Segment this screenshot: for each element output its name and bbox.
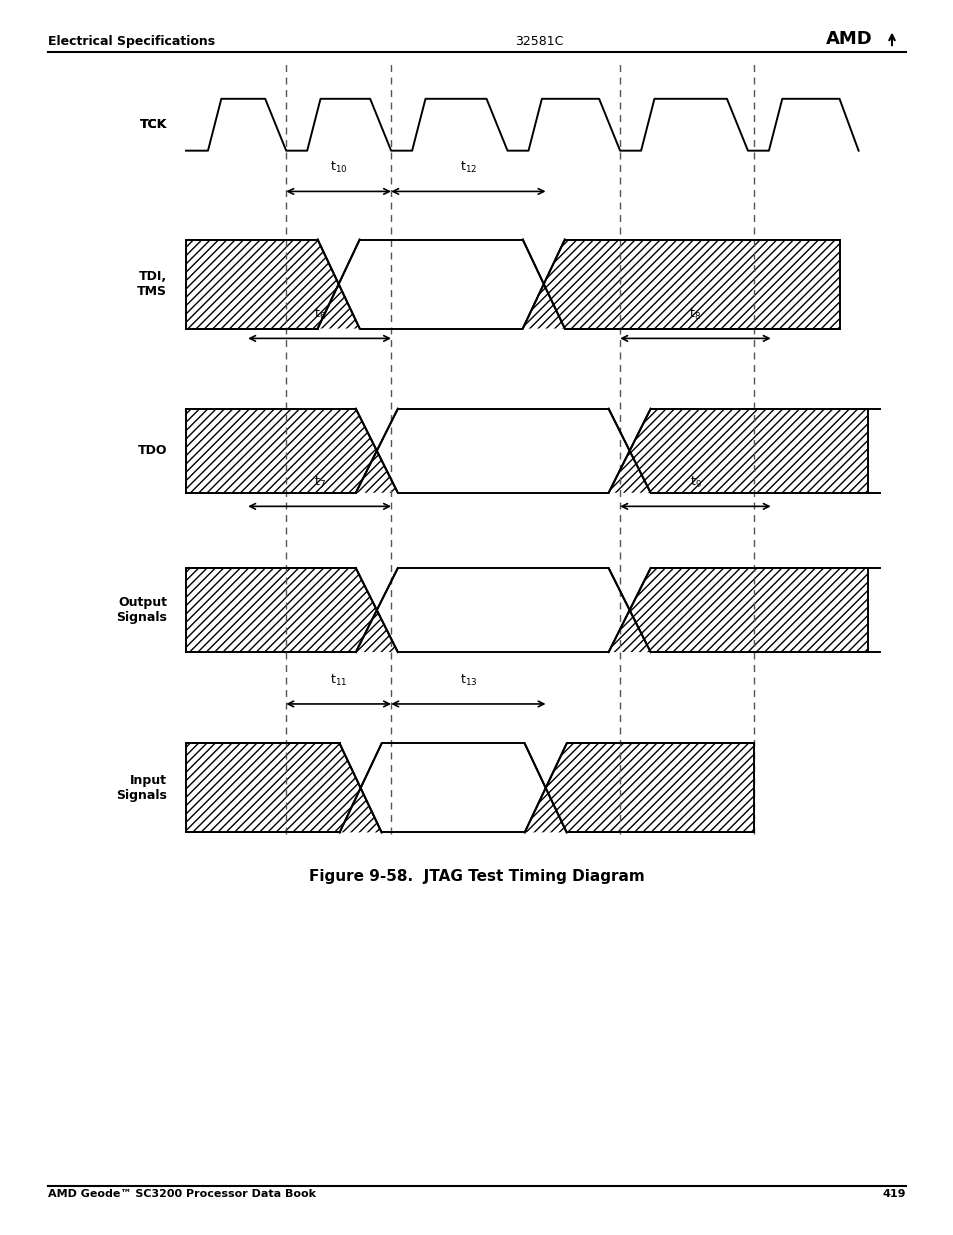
- Text: Input
Signals: Input Signals: [116, 774, 167, 802]
- Polygon shape: [608, 568, 867, 652]
- Text: t$_8$: t$_8$: [689, 308, 700, 322]
- Text: t$_7$: t$_7$: [314, 475, 325, 490]
- Text: TCK: TCK: [139, 119, 167, 131]
- Text: 419: 419: [882, 1189, 905, 1199]
- Text: AMD: AMD: [825, 30, 872, 48]
- Text: t$_9$: t$_9$: [689, 475, 700, 490]
- Polygon shape: [608, 409, 867, 493]
- Polygon shape: [522, 240, 839, 329]
- Polygon shape: [186, 240, 359, 329]
- Text: t$_{11}$: t$_{11}$: [330, 673, 347, 688]
- Text: TDI,
TMS: TDI, TMS: [137, 270, 167, 298]
- Polygon shape: [186, 568, 397, 652]
- Text: AMD Geode™ SC3200 Processor Data Book: AMD Geode™ SC3200 Processor Data Book: [48, 1189, 315, 1199]
- Text: Electrical Specifications: Electrical Specifications: [48, 35, 214, 48]
- Polygon shape: [186, 743, 381, 832]
- Polygon shape: [186, 409, 397, 493]
- Text: t$_6$: t$_6$: [314, 308, 325, 322]
- Text: TCK: TCK: [139, 119, 167, 131]
- Text: t$_{10}$: t$_{10}$: [330, 161, 347, 175]
- Polygon shape: [524, 743, 753, 832]
- Text: t$_{13}$: t$_{13}$: [459, 673, 476, 688]
- Text: 32581C: 32581C: [515, 35, 562, 48]
- Text: TDO: TDO: [137, 445, 167, 457]
- Text: Figure 9-58.  JTAG Test Timing Diagram: Figure 9-58. JTAG Test Timing Diagram: [309, 869, 644, 884]
- Text: Output
Signals: Output Signals: [116, 597, 167, 624]
- Text: t$_{12}$: t$_{12}$: [459, 161, 476, 175]
